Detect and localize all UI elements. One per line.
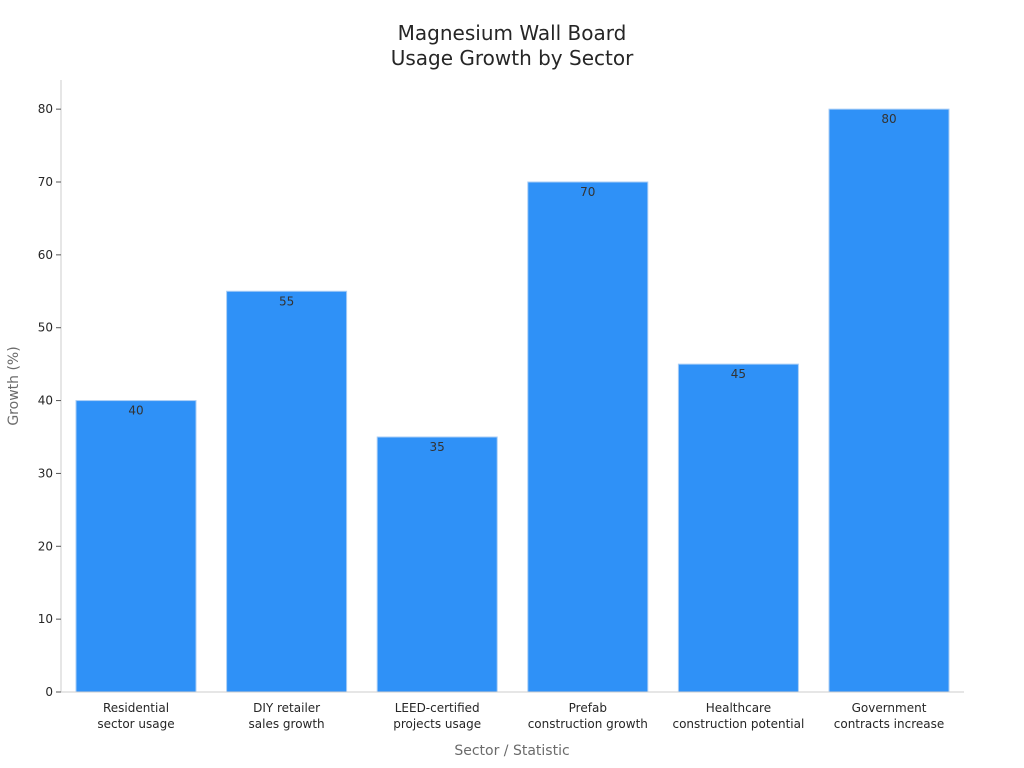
bars xyxy=(75,108,950,693)
x-tick-label: Residential sector usage xyxy=(97,701,174,731)
y-tick-label: 30 xyxy=(38,466,53,480)
x-tick-label: Healthcare construction potential xyxy=(672,701,804,731)
chart-title-line: Usage Growth by Sector xyxy=(391,46,634,70)
bar-value-label: 40 xyxy=(128,404,143,418)
y-tick-label: 70 xyxy=(38,175,53,189)
bar xyxy=(376,436,498,693)
y-axis-title: Growth (%) xyxy=(6,346,22,425)
y-tick-label: 0 xyxy=(45,685,53,699)
bar-value-label: 35 xyxy=(430,440,445,454)
data-labels: 40 55 35 70 45 80 xyxy=(128,112,896,454)
y-tick-label: 50 xyxy=(38,321,53,335)
y-tick-label: 80 xyxy=(38,102,53,116)
bar-value-label: 80 xyxy=(881,112,896,126)
chart-title-line: Magnesium Wall Board xyxy=(398,21,627,45)
y-tick-label: 40 xyxy=(38,394,53,408)
bar xyxy=(75,400,197,693)
bar xyxy=(828,108,950,693)
x-axis: Residential sector usage DIY retailer sales… xyxy=(61,691,964,731)
bar-value-label: 55 xyxy=(279,294,294,308)
x-tick-label: Prefab construction growth xyxy=(528,701,648,731)
x-tick-label: DIY retailer sales growth xyxy=(249,701,325,731)
x-tick-label: Government contracts increase xyxy=(834,701,944,731)
bar xyxy=(527,181,649,693)
y-axis: 0 10 20 30 40 50 60 70 80 xyxy=(38,80,62,699)
x-tick-label: LEED-certified projects usage xyxy=(393,701,481,731)
y-tick-label: 10 xyxy=(38,612,53,626)
bar xyxy=(226,290,348,693)
bar xyxy=(677,363,799,693)
bar-value-label: 45 xyxy=(731,367,746,381)
y-tick-label: 60 xyxy=(38,248,53,262)
x-axis-title: Sector / Statistic xyxy=(454,743,569,759)
bar-value-label: 70 xyxy=(580,185,595,199)
y-tick-label: 20 xyxy=(38,539,53,553)
